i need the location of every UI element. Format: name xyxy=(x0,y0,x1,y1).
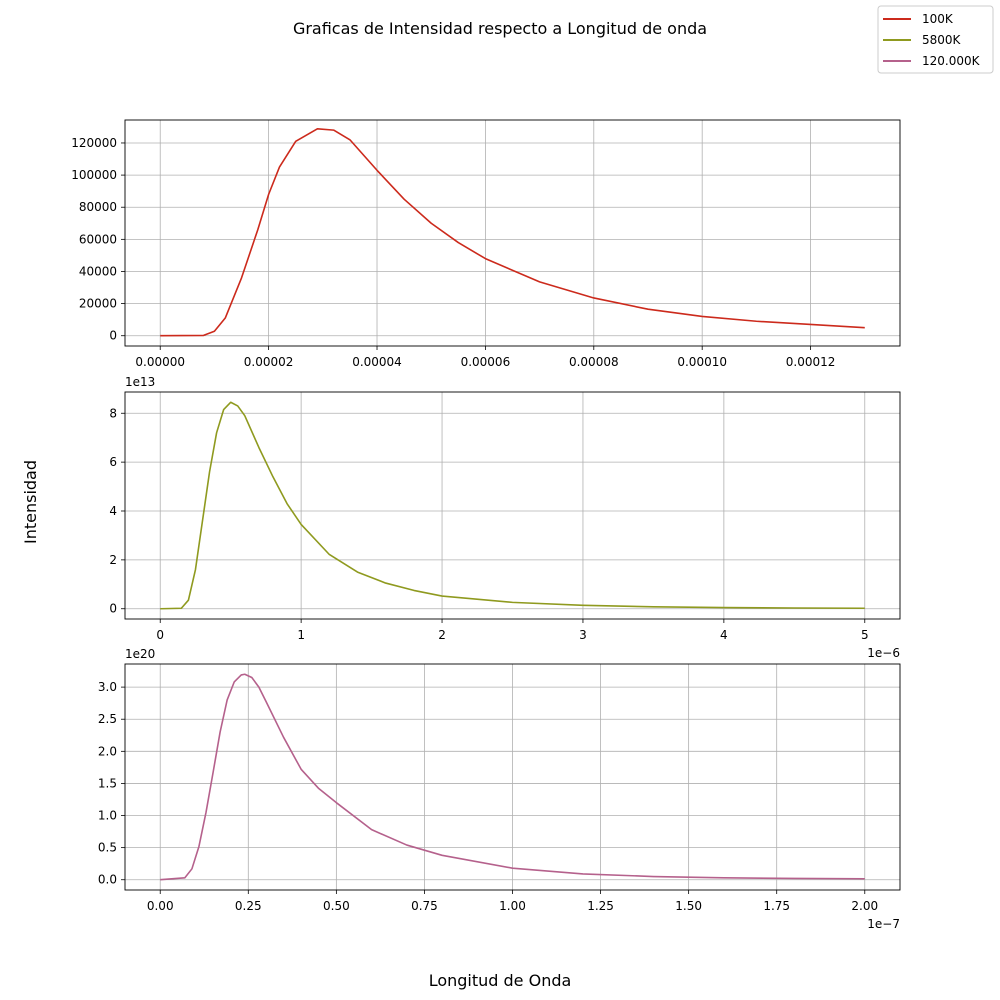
axes-frame xyxy=(124,119,901,347)
legend-label-1: 5800K xyxy=(922,33,962,47)
x-tick-label: 2 xyxy=(438,628,446,642)
x-tick-label: 0.00010 xyxy=(677,355,727,369)
subplots: 0.00000 0.00002 0.00004 0.00006 0.00008 0.000… xyxy=(71,119,901,931)
y-tick-label: 0 xyxy=(109,329,117,343)
x-tick-label: 1 xyxy=(297,628,305,642)
figure-ylabel: Intensidad xyxy=(21,460,40,544)
y-offset-text: 1e20 xyxy=(125,647,155,661)
series-line-1 xyxy=(160,401,865,610)
y-tick-label: 1.0 xyxy=(98,809,117,823)
legend-label-0: 100K xyxy=(922,12,954,26)
series-line-0 xyxy=(160,128,865,337)
x-tick-label: 0.00002 xyxy=(244,355,294,369)
x-tick-label: 4 xyxy=(720,628,728,642)
x-tick-label: 0.25 xyxy=(235,899,262,913)
y-tick-label: 1.5 xyxy=(98,776,117,790)
y-tick-label: 2.0 xyxy=(98,744,117,758)
y-tick-label: 80000 xyxy=(79,200,117,214)
axes-frame xyxy=(124,391,901,620)
y-tick-label: 0 xyxy=(109,602,117,616)
x-tick-label: 0.00012 xyxy=(786,355,836,369)
x-offset-text: 1e−6 xyxy=(867,646,900,660)
x-tick-label: 1.75 xyxy=(763,899,790,913)
y-tick-label: 120000 xyxy=(71,136,117,150)
x-tick-label: 3 xyxy=(579,628,587,642)
figure-xlabel: Longitud de Onda xyxy=(429,971,572,990)
x-tick-label: 0 xyxy=(156,628,164,642)
legend-frame xyxy=(877,5,994,74)
x-tick-label: 5 xyxy=(861,628,869,642)
y-tick-label: 6 xyxy=(109,455,117,469)
x-tick-label: 0.00 xyxy=(147,899,174,913)
x-tick-label: 1.25 xyxy=(587,899,614,913)
subplot-1: 0 1 2 3 4 5 0 2 4 6 8 1e13 1e−6 xyxy=(109,375,901,660)
x-offset-text: 1e−7 xyxy=(867,917,900,931)
x-tick-label: 0.00000 xyxy=(135,355,185,369)
y-tick-label: 0.0 xyxy=(98,873,117,887)
legend: 100K 5800K 120.000K xyxy=(877,5,994,74)
x-tick-label: 0.00006 xyxy=(461,355,511,369)
y-offset-text: 1e13 xyxy=(125,375,155,389)
series-line-2 xyxy=(160,673,865,881)
y-tick-label: 4 xyxy=(109,504,117,518)
y-tick-label: 60000 xyxy=(79,232,117,246)
x-tick-label: 2.00 xyxy=(851,899,878,913)
legend-entry-0: 100K xyxy=(883,12,954,26)
y-tick-label: 40000 xyxy=(79,264,117,278)
x-tick-label: 0.50 xyxy=(323,899,350,913)
x-tick-label: 0.75 xyxy=(411,899,438,913)
y-tick-label: 2.5 xyxy=(98,712,117,726)
x-tick-label: 1.50 xyxy=(675,899,702,913)
y-tick-label: 100000 xyxy=(71,168,117,182)
y-tick-label: 2 xyxy=(109,553,117,567)
figure-title: Graficas de Intensidad respecto a Longit… xyxy=(293,19,707,38)
y-tick-label: 3.0 xyxy=(98,680,117,694)
y-tick-label: 20000 xyxy=(79,297,117,311)
x-tick-label: 0.00004 xyxy=(352,355,402,369)
legend-entry-2: 120.000K xyxy=(883,54,981,68)
subplot-0: 0.00000 0.00002 0.00004 0.00006 0.00008 0.000… xyxy=(71,119,901,369)
y-tick-label: 0.5 xyxy=(98,841,117,855)
subplot-2: 0.00 0.25 0.50 0.75 1.00 1.25 1.50 1.75 2.00 0.0 0… xyxy=(98,647,901,931)
y-tick-label: 8 xyxy=(109,406,117,420)
legend-label-2: 120.000K xyxy=(922,54,981,68)
x-tick-label: 1.00 xyxy=(499,899,526,913)
x-tick-label: 0.00008 xyxy=(569,355,619,369)
legend-entry-1: 5800K xyxy=(883,33,962,47)
